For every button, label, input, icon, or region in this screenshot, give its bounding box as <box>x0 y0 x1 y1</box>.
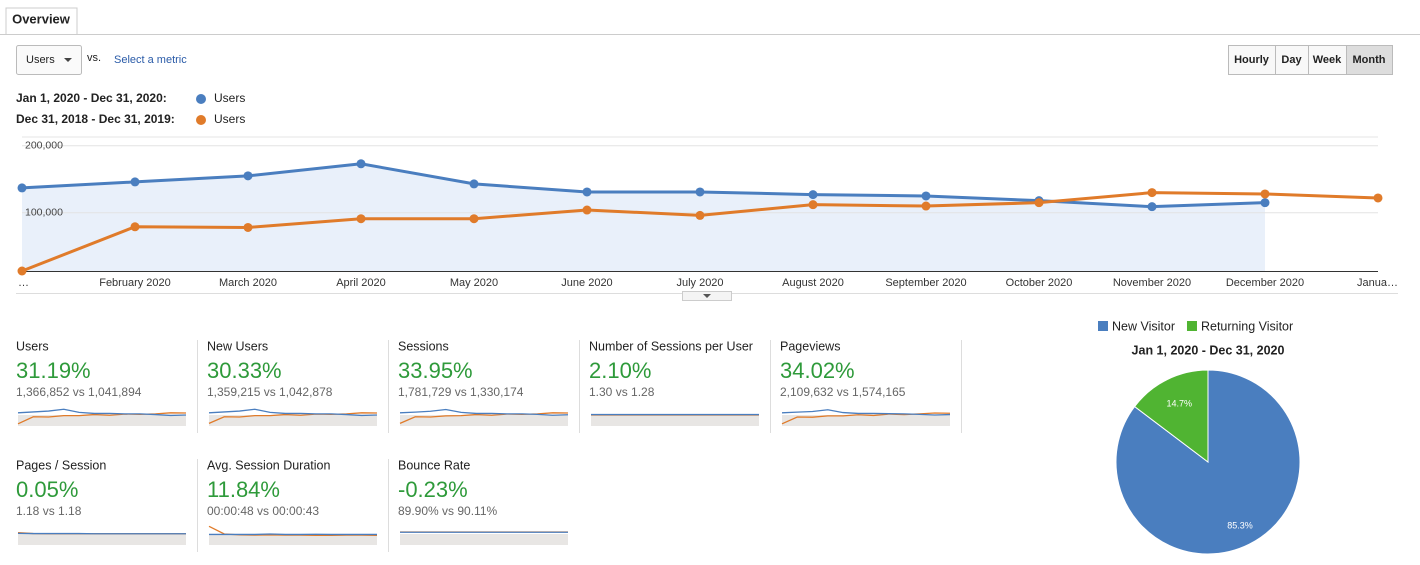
legend-range: Dec 31, 2018 - Dec 31, 2019: <box>16 112 175 126</box>
series-point <box>470 214 479 223</box>
sparkline-bg <box>18 534 186 545</box>
series-point <box>470 179 479 188</box>
select-metric-link[interactable]: Select a metric <box>114 54 187 66</box>
series-point <box>1261 198 1270 207</box>
metric-compare: 00:00:48 vs 00:00:43 <box>207 504 319 518</box>
series-point <box>696 211 705 220</box>
series-point <box>1148 188 1157 197</box>
metric-label: Pageviews <box>780 339 840 353</box>
metric-label: Bounce Rate <box>398 458 470 472</box>
series-point <box>922 191 931 200</box>
series-point <box>1374 193 1383 202</box>
series-point <box>244 223 253 232</box>
metric-change: 33.95% <box>398 358 473 383</box>
series-point <box>1035 198 1044 207</box>
granularity-label[interactable]: Day <box>1281 54 1302 66</box>
pie-value-label: 14.7% <box>1167 399 1193 409</box>
legend-dot <box>196 94 206 104</box>
x-tick-label: … <box>18 277 29 289</box>
pie-legend-label: New Visitor <box>1112 319 1175 333</box>
series-point <box>583 206 592 215</box>
series-point <box>696 187 705 196</box>
metric-change: -0.23% <box>398 477 468 502</box>
series-point <box>1261 189 1270 198</box>
metric-compare: 1,366,852 vs 1,041,894 <box>16 385 142 399</box>
tab-label[interactable]: Overview <box>12 11 71 26</box>
granularity-label[interactable]: Hourly <box>1234 54 1270 66</box>
series-point <box>583 187 592 196</box>
metric-compare: 1.18 vs 1.18 <box>16 504 82 518</box>
metric-change: 11.84% <box>207 477 280 502</box>
series-point <box>131 222 140 231</box>
series-point <box>809 190 818 199</box>
metric-change: 2.10% <box>589 358 651 383</box>
pie-legend-swatch <box>1098 321 1108 331</box>
x-tick-label: February 2020 <box>99 277 171 289</box>
sparkline-bg <box>591 415 759 426</box>
series-point <box>357 214 366 223</box>
metric-change: 30.33% <box>207 358 282 383</box>
series-point <box>18 267 27 276</box>
metric-label: Pages / Session <box>16 458 106 472</box>
metric-change: 34.02% <box>780 358 855 383</box>
series-point <box>357 159 366 168</box>
granularity-label[interactable]: Week <box>1313 54 1342 66</box>
y-tick-label: 100,000 <box>25 206 63 218</box>
sparkline <box>782 410 950 415</box>
metric-label: Users <box>16 339 49 353</box>
granularity-label[interactable]: Month <box>1353 54 1386 66</box>
metric-label: Avg. Session Duration <box>207 458 330 472</box>
series-point <box>18 183 27 192</box>
legend-name: Users <box>214 112 245 126</box>
x-tick-label: March 2020 <box>219 277 277 289</box>
sparkline-bg <box>400 534 568 545</box>
metric-label: New Users <box>207 339 268 353</box>
legend-dot <box>196 115 206 125</box>
legend-range: Jan 1, 2020 - Dec 31, 2020: <box>16 91 167 105</box>
x-tick-label: Janua… <box>1357 277 1398 289</box>
x-tick-label: July 2020 <box>676 277 723 289</box>
metric-label: Sessions <box>398 339 449 353</box>
metric-compare: 1,359,215 vs 1,042,878 <box>207 385 333 399</box>
x-tick-label: April 2020 <box>336 277 386 289</box>
metric-change: 31.19% <box>16 358 91 383</box>
series-point <box>1148 202 1157 211</box>
vs-label: vs. <box>87 52 101 64</box>
series-point <box>922 202 931 211</box>
x-tick-label: June 2020 <box>561 277 612 289</box>
pie-legend-label: Returning Visitor <box>1201 319 1293 333</box>
metric-compare: 1,781,729 vs 1,330,174 <box>398 385 524 399</box>
series-area <box>22 164 1265 271</box>
metric-label: Number of Sessions per User <box>589 339 753 353</box>
metric-change: 0.05% <box>16 477 78 502</box>
legend-name: Users <box>214 91 245 105</box>
pie-value-label: 85.3% <box>1227 521 1253 531</box>
y-tick-label: 200,000 <box>25 139 63 151</box>
metric-compare: 2,109,632 vs 1,574,165 <box>780 385 906 399</box>
pie-legend-swatch <box>1187 321 1197 331</box>
metric-compare: 1.30 vs 1.28 <box>589 385 655 399</box>
metric-select-label[interactable]: Users <box>26 54 55 66</box>
x-tick-label: September 2020 <box>885 277 966 289</box>
x-tick-label: August 2020 <box>782 277 844 289</box>
x-tick-label: May 2020 <box>450 277 498 289</box>
x-tick-label: December 2020 <box>1226 277 1304 289</box>
series-point <box>809 200 818 209</box>
series-point <box>131 177 140 186</box>
x-tick-label: November 2020 <box>1113 277 1191 289</box>
x-tick-label: October 2020 <box>1006 277 1073 289</box>
metric-compare: 89.90% vs 90.11% <box>398 504 498 518</box>
pie-title: Jan 1, 2020 - Dec 31, 2020 <box>1132 343 1285 357</box>
series-point <box>244 171 253 180</box>
